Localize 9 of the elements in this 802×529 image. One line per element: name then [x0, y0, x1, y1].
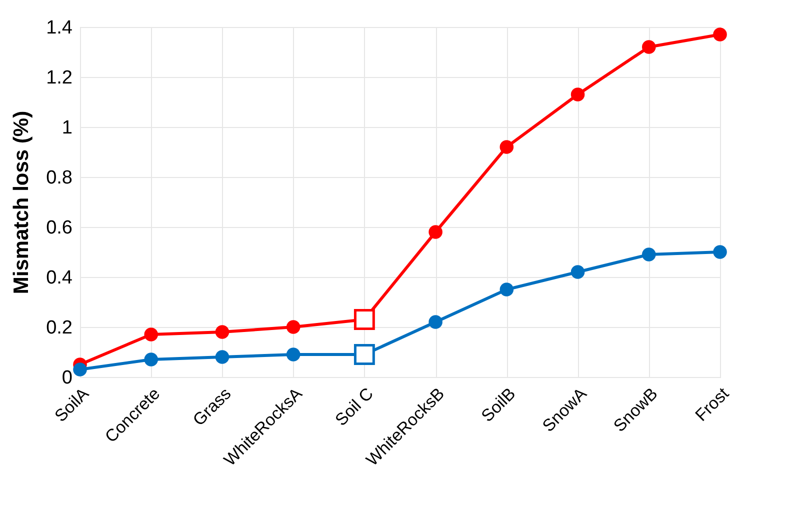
- y-tick-label: 0.6: [46, 218, 72, 238]
- y-tick-label: 1.2: [46, 68, 72, 88]
- y-axis-title: Mismatch loss (%): [10, 110, 34, 294]
- y-tick-label: 0: [62, 368, 72, 388]
- y-tick-label: 0.2: [46, 318, 72, 338]
- y-tick-label: 1.4: [46, 18, 73, 38]
- y-tick-label: 0.8: [46, 168, 72, 188]
- y-tick-label: 0.4: [46, 268, 73, 288]
- y-tick-label: 1: [62, 118, 72, 138]
